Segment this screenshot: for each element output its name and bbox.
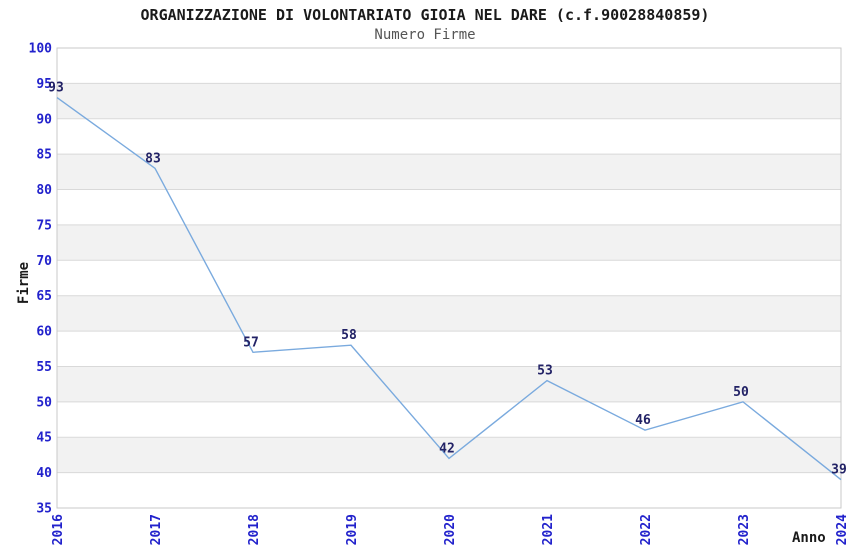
point-label: 46 [635, 413, 651, 428]
point-label: 39 [831, 463, 847, 478]
plot-band [57, 366, 841, 402]
x-axis-title: Anno [792, 530, 826, 546]
point-label: 83 [145, 151, 161, 166]
y-tick-label: 100 [29, 42, 53, 57]
x-tick-label: 2021 [541, 514, 556, 545]
point-label: 42 [439, 441, 455, 456]
data-line [56, 96, 842, 481]
plot-band [57, 154, 841, 190]
x-tick-label: 2024 [835, 514, 850, 545]
y-tick-label: 95 [36, 77, 52, 92]
y-tick-label: 40 [36, 466, 52, 481]
y-tick-label: 45 [36, 431, 52, 446]
y-tick-label: 65 [36, 289, 52, 304]
x-tick-label: 2016 [51, 514, 66, 545]
plot-border [56, 47, 842, 509]
chart-subtitle: Numero Firme [374, 27, 476, 43]
y-tick-label: 90 [36, 112, 52, 127]
x-tick-label: 2022 [639, 514, 654, 545]
y-tick-label: 35 [36, 502, 52, 517]
point-label: 58 [341, 328, 357, 343]
x-tick-label: 2019 [345, 514, 360, 545]
y-tick-label: 70 [36, 254, 52, 269]
y-tick-label: 80 [36, 183, 52, 198]
x-tick-label: 2017 [149, 514, 164, 545]
plot-band [57, 224, 841, 261]
plot-band [57, 437, 841, 473]
y-tick-label: 60 [36, 325, 52, 340]
x-tick-label: 2020 [443, 514, 458, 545]
chart-title: ORGANIZZAZIONE DI VOLONTARIATO GIOIA NEL… [140, 6, 710, 24]
point-label: 50 [733, 385, 749, 400]
y-tick-label: 85 [36, 148, 52, 163]
plot-band [57, 295, 841, 332]
y-tick-label: 75 [36, 218, 52, 233]
point-label: 57 [243, 335, 259, 350]
y-tick-label: 55 [36, 360, 52, 375]
y-tick-label: 50 [36, 395, 52, 410]
x-tick-label: 2023 [737, 514, 752, 545]
x-tick-label: 2018 [247, 514, 262, 545]
point-label: 93 [48, 81, 64, 96]
point-label: 53 [537, 364, 553, 379]
plot-band [57, 83, 841, 119]
